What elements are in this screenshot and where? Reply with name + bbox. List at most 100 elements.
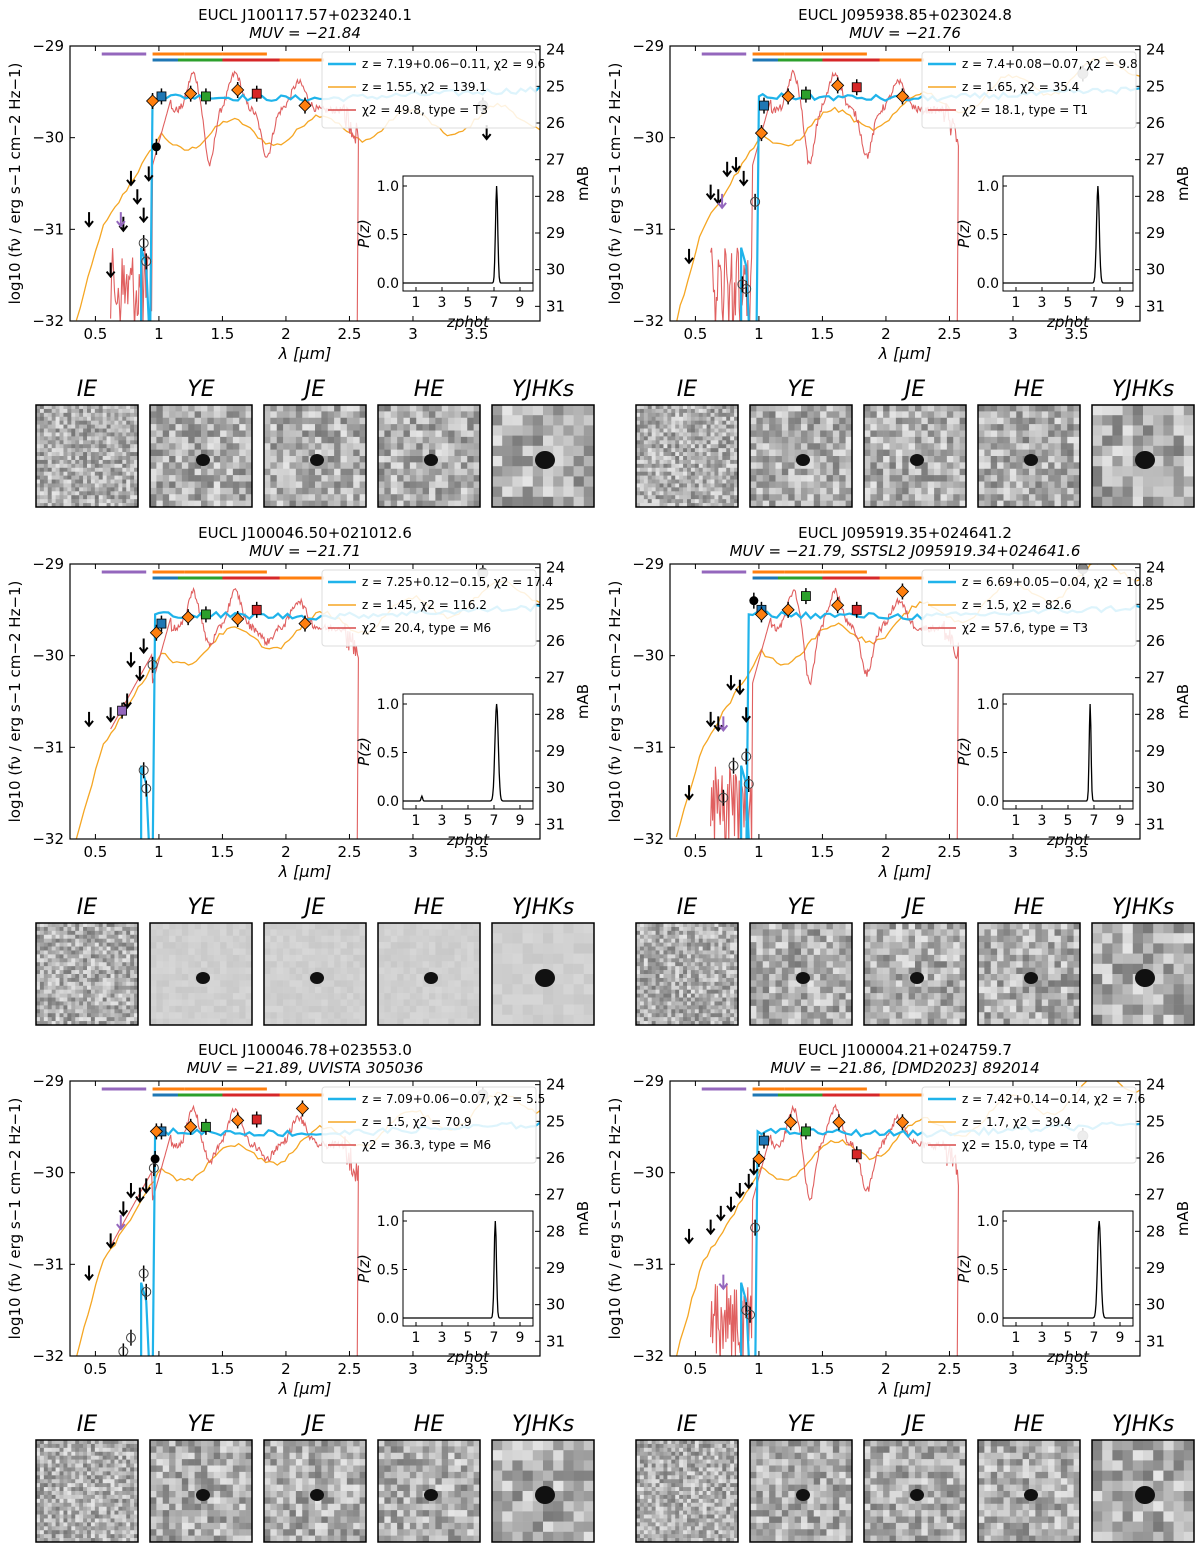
pz-curve — [403, 185, 533, 284]
stamp-frame — [863, 1439, 967, 1543]
y-tick-label: −29 — [632, 1072, 664, 1090]
stamp-row: IE YE JE HE YJHKs — [35, 1412, 595, 1543]
image-stamp — [749, 1439, 853, 1543]
source-blob — [910, 972, 924, 984]
source-blob — [1024, 1489, 1038, 1501]
model-flux-circle — [125, 1332, 136, 1343]
upper-limit-arrow — [126, 652, 136, 668]
legend-entry: z = 6.69+0.05−0.04, χ2 = 10.8 — [962, 575, 1153, 589]
source-blob — [796, 454, 810, 466]
mab-tick-label: 26 — [546, 114, 565, 132]
source-blob — [535, 1486, 555, 1504]
stamp-label: IE — [677, 1412, 697, 1437]
inset-x-tick-label: 9 — [516, 813, 525, 829]
stamp-frame — [1091, 922, 1195, 1026]
pz-curve — [1003, 1220, 1133, 1319]
y-tick-label: −32 — [32, 830, 64, 848]
panel-subtitle: MUV = −21.79, SSTSL2 J095919.34+024641.6 — [730, 542, 1081, 560]
mab-tick-label: 31 — [546, 297, 565, 315]
legend: z = 7.42+0.14−0.14, χ2 = 7.6 z = 1.7, χ2 … — [921, 1086, 1145, 1164]
mab-tick-label: 25 — [1146, 1112, 1165, 1130]
stamp-label: HE — [1014, 377, 1045, 402]
x-tick-label: 3 — [408, 843, 418, 861]
plot-area — [75, 52, 540, 321]
y-tick-label: −30 — [32, 1164, 64, 1182]
phot-point-diamond — [895, 584, 910, 599]
stamp-label: YJHKs — [1112, 895, 1174, 920]
image-stamp — [263, 404, 367, 508]
inset-x-tick-label: 3 — [1038, 295, 1047, 311]
phot-point-square — [851, 1149, 862, 1160]
upper-limit-arrow — [713, 189, 724, 205]
panel-title: EUCL J100046.78+023553.0 — [198, 1041, 412, 1059]
x-axis-label: λ [µm] — [278, 1379, 332, 1398]
x-tick-label: 3.5 — [1065, 325, 1089, 343]
phot-point-square — [201, 91, 211, 102]
phot-point-diamond — [832, 1115, 846, 1129]
phot-point-diamond — [295, 1101, 310, 1116]
x-axis-label: λ [µm] — [878, 1379, 932, 1398]
upper-limit-arrow — [722, 161, 732, 178]
model-flux-circle — [148, 1163, 159, 1174]
legend-entry: z = 7.09+0.06−0.07, χ2 = 5.5 — [362, 1092, 545, 1106]
upper-limit-arrow — [726, 675, 736, 691]
inset-y-label: P(z) — [955, 737, 973, 766]
phot-point-diamond — [895, 1115, 910, 1129]
inset-x-tick-label: 1 — [412, 1330, 421, 1346]
model-flux-circle — [750, 196, 761, 207]
x-tick-label: 1.5 — [211, 843, 235, 861]
source-blob — [424, 972, 438, 984]
legend: z = 7.4+0.08−0.07, χ2 = 9.8 z = 1.65, χ2 … — [921, 51, 1138, 129]
stamp-frame — [1091, 1439, 1195, 1543]
mab-axis-label: mAB — [574, 166, 592, 201]
y-tick-label: −30 — [632, 1164, 664, 1182]
inset-y-tick-label: 0.5 — [977, 1263, 999, 1279]
y-axis-label: log10 (fν / erg s−1 cm−2 Hz−1) — [6, 63, 24, 305]
x-tick-label: 1.5 — [211, 325, 235, 343]
pz-curve — [1003, 185, 1133, 284]
stamp-row: IE YE JE HE YJHKs — [635, 1412, 1195, 1543]
image-stamp — [377, 404, 481, 508]
stamp-label: YJHKs — [512, 377, 574, 402]
phot-point-diamond — [781, 89, 795, 103]
x-tick-label: 3.5 — [465, 325, 489, 343]
mab-tick-label: 24 — [546, 1076, 565, 1094]
stamp-row: IE YE JE HE YJHKs — [635, 895, 1195, 1026]
stamp-label: YE — [187, 377, 214, 402]
upper-limit-arrow — [718, 1274, 729, 1291]
inset-x-label: zphot — [446, 1348, 490, 1366]
stamp-label: YE — [787, 377, 814, 402]
mab-tick-label: 27 — [546, 151, 565, 169]
stamp-frame — [491, 404, 595, 508]
upper-limit-arrow — [735, 1183, 745, 1199]
mab-tick-label: 31 — [546, 1332, 565, 1350]
phot-point-square — [851, 604, 862, 615]
legend: z = 6.69+0.05−0.04, χ2 = 10.8 z = 1.5, χ2… — [921, 569, 1153, 647]
x-tick-label: 0.5 — [683, 1360, 707, 1378]
upper-limit-arrow — [84, 711, 94, 728]
stamp-frame — [491, 1439, 595, 1543]
inset-x-tick-label: 7 — [490, 813, 499, 829]
source-blob — [1135, 969, 1155, 987]
inset-y-tick-label: 1.0 — [377, 1214, 399, 1230]
mab-tick-label: 24 — [1146, 559, 1165, 577]
stamp-label: YJHKs — [1112, 377, 1174, 402]
legend-entry: z = 1.65, χ2 = 35.4 — [962, 80, 1079, 94]
mab-axis-label: mAB — [1174, 1201, 1192, 1236]
legend-entry: z = 1.5, χ2 = 82.6 — [962, 598, 1072, 612]
stamp-label: IE — [77, 1412, 97, 1437]
mab-tick-label: 29 — [1146, 1259, 1165, 1277]
model-flux-circle — [138, 765, 149, 776]
inset-x-tick-label: 5 — [1064, 295, 1073, 311]
x-tick-label: 1.5 — [811, 325, 835, 343]
image-stamp — [863, 1439, 967, 1543]
stamp-frame — [377, 1439, 481, 1543]
y-tick-label: −29 — [632, 555, 664, 573]
dwarf-model — [710, 69, 959, 321]
source-blob — [424, 454, 438, 466]
legend-entry: z = 1.5, χ2 = 70.9 — [362, 1115, 472, 1129]
stamp-frame — [863, 922, 967, 1026]
x-axis-label: λ [µm] — [878, 862, 932, 881]
y-tick-label: −31 — [32, 220, 64, 238]
